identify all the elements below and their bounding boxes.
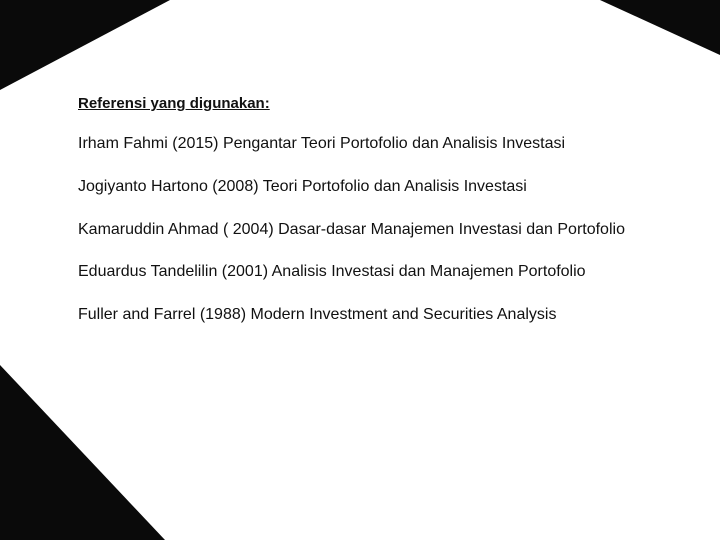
reference-item: Jogiyanto Hartono (2008) Teori Portofoli… xyxy=(78,177,660,198)
reference-item: Irham Fahmi (2015) Pengantar Teori Porto… xyxy=(78,134,660,155)
slide-content: Referensi yang digunakan: Irham Fahmi (2… xyxy=(78,95,660,348)
reference-item: Fuller and Farrel (1988) Modern Investme… xyxy=(78,305,660,326)
section-heading: Referensi yang digunakan: xyxy=(78,95,660,112)
decorative-triangle-top-right xyxy=(600,0,720,55)
decorative-triangle-bottom-left xyxy=(0,365,165,540)
reference-item: Kamaruddin Ahmad ( 2004) Dasar-dasar Man… xyxy=(78,220,660,241)
decorative-triangle-top-left xyxy=(0,0,170,90)
reference-item: Eduardus Tandelilin (2001) Analisis Inve… xyxy=(78,262,660,283)
